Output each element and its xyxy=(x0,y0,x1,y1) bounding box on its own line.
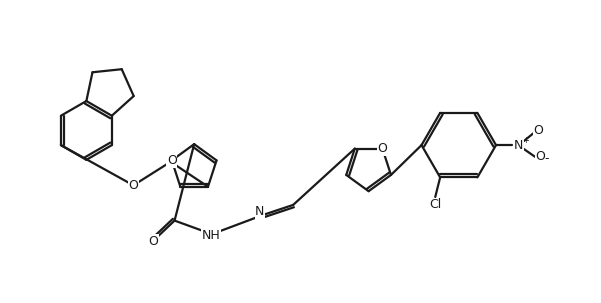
Text: +: + xyxy=(522,136,529,145)
Text: O: O xyxy=(167,154,177,167)
Text: O: O xyxy=(535,150,545,163)
Text: -: - xyxy=(545,152,549,165)
Text: O: O xyxy=(377,142,388,155)
Text: Cl: Cl xyxy=(429,198,441,211)
Text: O: O xyxy=(129,179,138,192)
Text: O: O xyxy=(148,235,158,248)
Text: NH: NH xyxy=(201,229,220,242)
Text: O: O xyxy=(533,124,543,137)
Text: N: N xyxy=(514,139,523,152)
Text: N: N xyxy=(255,205,264,218)
